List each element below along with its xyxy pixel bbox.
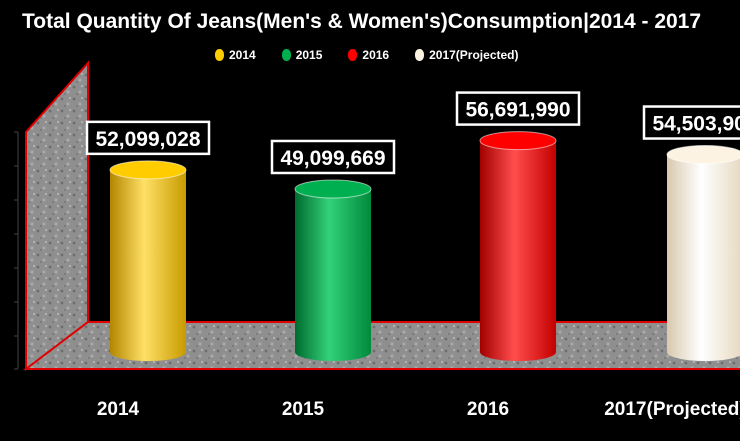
legend-item-2014: 2014: [215, 48, 256, 62]
legend-swatch-2015: [281, 49, 291, 61]
floor: [23, 321, 740, 370]
legend-item-2017: 2017(Projected): [415, 48, 518, 62]
data-label-2014: 52,099,028: [85, 120, 211, 156]
legend-item-2015: 2015: [281, 48, 323, 62]
chart-legend: 2014 2015 2016 2017(Projected): [215, 48, 518, 62]
x-tick-2016: 2016: [467, 399, 509, 420]
legend-swatch-2016: [348, 49, 358, 61]
bar-2014: [109, 160, 187, 361]
svg-text:54,503,906: 54,503,906: [652, 113, 740, 136]
legend-swatch-2017: [415, 49, 425, 61]
legend-item-2016: 2016: [348, 48, 389, 62]
bar-2017(Projected): [666, 145, 740, 361]
legend-label-2016: 2016: [362, 48, 390, 62]
legend-swatch-2014: [215, 49, 224, 61]
data-label-2016: 56,691,990: [455, 91, 581, 126]
back-wall: [25, 60, 89, 372]
svg-text:49,099,669: 49,099,669: [280, 147, 385, 170]
svg-text:56,691,990: 56,691,990: [465, 99, 570, 122]
data-label-2015: 49,099,669: [270, 139, 396, 175]
bar-2015: [294, 179, 372, 361]
bar-2016: [479, 131, 557, 361]
x-tick-2015: 2015: [282, 399, 325, 420]
x-tick-2017(Projected): 2017(Projected): [604, 399, 740, 420]
y-axis: [14, 131, 19, 370]
chart-title: Total Quantity Of Jeans(Men's & Women's)…: [22, 10, 702, 33]
legend-label-2015: 2015: [295, 48, 323, 62]
x-tick-2014: 2014: [97, 399, 140, 420]
legend-label-2017: 2017(Projected): [429, 48, 519, 62]
data-label-2017(Projected): 54,503,906: [642, 105, 740, 140]
legend-label-2014: 2014: [229, 48, 256, 62]
svg-text:52,099,028: 52,099,028: [95, 128, 200, 151]
